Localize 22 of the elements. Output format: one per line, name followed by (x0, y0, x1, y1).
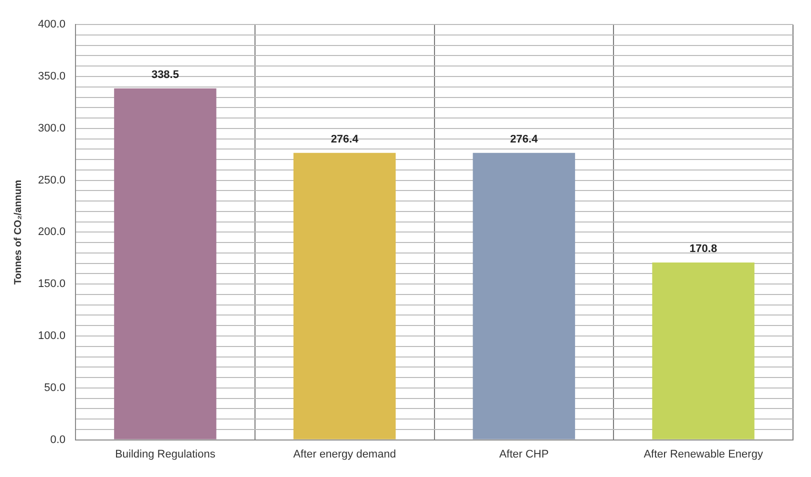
x-tick-label: After energy demand (293, 448, 396, 460)
y-axis-title: Tonnes of CO₂/annum (12, 180, 24, 285)
y-tick-label: 100.0 (38, 330, 66, 342)
bar (652, 262, 754, 440)
data-label: 276.4 (510, 133, 539, 146)
data-label: 170.8 (690, 243, 718, 256)
y-tick-label: 250.0 (38, 174, 66, 186)
bar (472, 152, 576, 440)
x-tick-label: After Renewable Energy (644, 448, 764, 460)
x-tick-label: Building Regulations (115, 448, 216, 460)
bar (293, 152, 396, 440)
x-tick-label: After CHP (499, 448, 549, 460)
y-tick-label: 300.0 (38, 122, 66, 134)
y-tick-label: 0.0 (50, 434, 66, 446)
data-label: 338.5 (151, 68, 179, 81)
y-tick-label: 200.0 (38, 226, 66, 238)
y-tick-label: 50.0 (44, 382, 66, 394)
data-label: 276.4 (330, 133, 360, 146)
y-tick-label: 400.0 (38, 18, 66, 31)
bar (114, 88, 216, 440)
y-tick-label: 150.0 (38, 278, 66, 290)
y-tick-label: 350.0 (38, 70, 66, 83)
